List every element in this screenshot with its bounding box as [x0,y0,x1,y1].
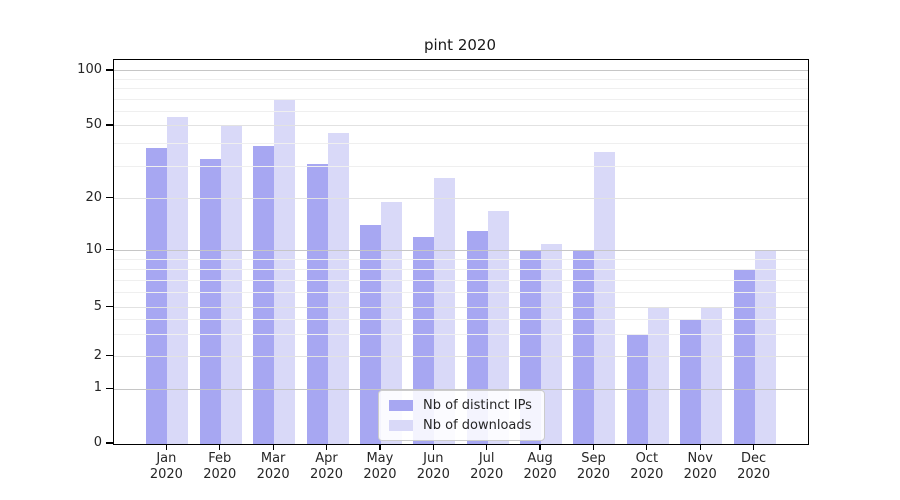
y-tick-2 [106,355,113,357]
x-tick-jun [432,444,434,450]
x-tick-jul [486,444,488,450]
gridline-y-30 [114,165,808,167]
legend-label: Nb of downloads [423,418,532,433]
x-tick-mar [272,444,274,450]
gridline-y-50 [114,125,808,127]
y-tick-label-1: 1 [93,380,102,396]
bar-nb-of-downloads-oct [647,307,669,444]
gridline-y-5 [114,307,808,309]
x-tick-sep [592,444,595,450]
gridline-y-80 [114,88,808,90]
legend-item: Nb of downloads [389,418,532,433]
y-tick-label-0: 0 [93,435,102,450]
x-tick-label-mar: Mar 2020 [256,451,290,482]
legend: Nb of distinct IPs Nb of downloads [378,390,545,441]
y-tick-label-2: 2 [93,347,102,363]
y-tick-50 [106,124,113,126]
x-tick-label-feb: Feb 2020 [203,451,237,482]
x-tick-nov [699,444,701,450]
bar-nb-of-distinct-ips-jan [146,147,168,444]
y-tick-1 [106,387,113,389]
bar-nb-of-downloads-may [380,202,402,444]
gridline-y-100 [114,70,808,72]
y-tick-100 [106,69,113,71]
x-tick-jan [165,444,167,450]
bar-nb-of-distinct-ips-feb [199,158,221,444]
y-tick-10 [106,249,113,251]
y-tick-0 [106,442,113,444]
y-tick-label-100: 100 [77,61,102,77]
legend-swatch-icon [389,400,413,411]
x-tick-label-dec: Dec 2020 [737,451,771,482]
y-tick-20 [106,196,113,199]
legend-item: Nb of distinct IPs [389,398,532,413]
x-tick-label-jun: Jun 2020 [416,451,450,482]
bar-nb-of-downloads-dec [754,250,776,444]
gridline-y-60 [114,111,808,113]
legend-label: Nb of distinct IPs [423,398,532,413]
bar-nb-of-downloads-apr [327,132,349,444]
y-tick-label-5: 5 [93,298,102,314]
x-tick-label-sep: Sep 2020 [576,451,610,482]
y-tick-label-50: 50 [85,116,102,132]
gridline-y-8 [114,268,808,270]
y-tick-label-10: 10 [85,241,102,257]
plot-area [113,59,809,445]
gridline-y-1 [114,388,808,390]
bar-nb-of-downloads-nov [701,307,723,444]
bar-nb-of-distinct-ips-nov [680,319,702,444]
bar-nb-of-downloads-sep [594,152,616,444]
x-tick-label-jan: Jan 2020 [149,451,183,482]
x-tick-may [379,444,381,450]
gridline-y-70 [114,98,808,100]
gridline-y-10 [114,250,808,252]
gridline-y-3 [114,334,808,336]
bar-nb-of-downloads-aug [541,243,563,444]
legend-swatch-icon [389,420,413,431]
x-tick-feb [219,444,221,450]
y-tick-label-20: 20 [85,189,102,205]
gridline-y-9 [114,258,808,260]
x-tick-label-oct: Oct 2020 [630,451,664,482]
x-tick-label-jul: Jul 2020 [470,451,504,482]
gridline-y-4 [114,319,808,321]
bar-nb-of-downloads-feb [220,125,242,444]
x-tick-label-apr: Apr 2020 [309,451,344,482]
bar-nb-of-distinct-ips-mar [253,145,275,444]
x-tick-apr [325,444,328,450]
x-tick-dec [753,444,755,450]
y-tick-5 [106,305,113,308]
x-tick-label-aug: Aug 2020 [523,451,557,482]
bar-nb-of-distinct-ips-apr [306,163,328,444]
gridline-y-2 [114,356,808,358]
bar-nb-of-downloads-jun [434,177,456,444]
gridline-y-6 [114,292,808,294]
gridline-y-90 [114,78,808,80]
bar-nb-of-downloads-mar [274,99,296,444]
x-tick-label-may: May 2020 [363,451,397,482]
gridline-y-20 [114,198,808,200]
x-tick-aug [539,444,541,450]
x-tick-label-nov: Nov 2020 [683,451,717,482]
gridline-y-40 [114,143,808,145]
gridline-y-7 [114,279,808,281]
bar-nb-of-distinct-ips-sep [573,250,595,444]
x-tick-oct [646,444,648,450]
chart-title: pint 2020 [423,36,497,54]
